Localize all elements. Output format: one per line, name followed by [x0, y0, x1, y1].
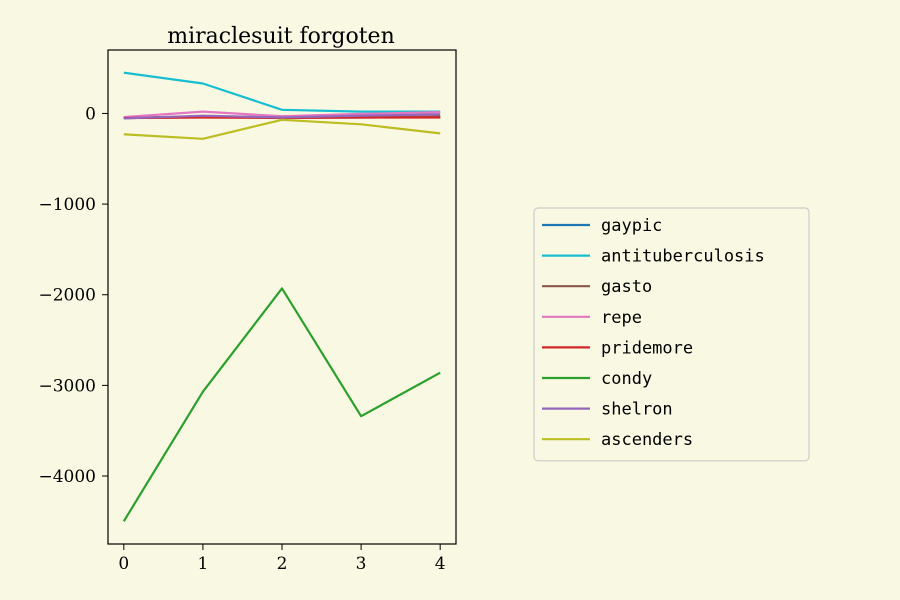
plot-lines: [122, 71, 441, 522]
legend-label: pridemore: [601, 338, 693, 358]
legend-label: antituberculosis: [601, 247, 765, 267]
series-line-shelron: [123, 113, 441, 120]
legend-label: shelron: [601, 400, 673, 420]
y-tick-label: −3000: [38, 376, 96, 396]
series-line-repe: [123, 110, 441, 119]
series-line-ascenders: [123, 118, 441, 140]
x-tick-label: 1: [197, 554, 208, 574]
series-line-condy: [122, 287, 441, 522]
y-tick-label: −2000: [38, 286, 96, 306]
legend-label: condy: [601, 369, 652, 389]
legend-label: gasto: [601, 277, 652, 297]
x-tick-label: 4: [435, 554, 446, 574]
legend-box: [533, 207, 810, 462]
legend-label: ascenders: [601, 430, 693, 450]
axis-ticks: 0 1 2 3 4 0 −1000 −2000 −3000 −4000: [38, 104, 445, 574]
legend-label: repe: [601, 308, 642, 328]
x-tick-label: 2: [277, 554, 288, 574]
series-line-antituberculosis: [123, 71, 441, 113]
plot-frame: [107, 49, 457, 545]
y-tick-label: 0: [85, 104, 96, 124]
y-tick-label: −4000: [38, 467, 96, 487]
legend: gaypic antituberculosis gasto repe pridemore…: [533, 207, 810, 462]
x-tick-label: 3: [356, 554, 367, 574]
y-tick-label: −1000: [38, 195, 96, 215]
chart-title: miraclesuit forgoten: [167, 24, 395, 49]
x-tick-label: 0: [118, 554, 129, 574]
legend-label: gaypic: [601, 216, 662, 236]
